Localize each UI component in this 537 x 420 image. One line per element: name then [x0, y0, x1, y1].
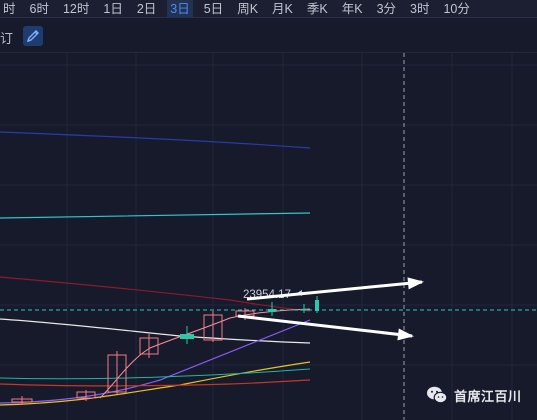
draw-tool-button[interactable]: [23, 26, 43, 46]
timeframe-tab[interactable]: 时: [3, 1, 16, 16]
timeframe-tab[interactable]: 3日: [167, 0, 193, 18]
candle-body: [203, 314, 223, 341]
trend-arrow-head: [407, 277, 424, 290]
timeframe-tab[interactable]: 6时: [29, 1, 49, 16]
timeframe-tab[interactable]: 1日: [103, 1, 123, 16]
chart-grid: [0, 53, 537, 420]
overlay: 23954.17: [0, 53, 537, 420]
candle-body: [139, 337, 159, 355]
candle-body: [11, 398, 33, 403]
trend-arrow: [237, 314, 413, 338]
trend-arrow-head: [397, 328, 414, 341]
timeframe-tab[interactable]: 2日: [136, 1, 157, 16]
timeframe-tab[interactable]: 3时: [410, 1, 430, 16]
ma-line: [0, 368, 311, 380]
candle-body: [268, 309, 276, 312]
ma-line: [0, 361, 311, 406]
chart-subtoolbar: 订: [0, 19, 537, 53]
watermark: 首席江百川: [426, 383, 522, 407]
ma-line: [0, 318, 311, 344]
ma-line: [0, 276, 311, 312]
subbar-label-fragment: 订: [0, 31, 14, 46]
timeframe-tab[interactable]: 5日: [203, 1, 224, 16]
wechat-icon: [427, 386, 448, 404]
trend-arrow: [246, 280, 423, 301]
ma-line: [0, 319, 311, 404]
timeframe-toolbar: 时 6时 12时 1日 2日 3日 5日 周K 月K 季K 年K 3分 3时 10分: [0, 0, 537, 18]
candle-body: [107, 354, 127, 393]
candle-body: [76, 391, 96, 399]
candle-body: [315, 300, 319, 311]
ma-line: [0, 131, 311, 149]
timeframe-tab[interactable]: 月K: [272, 1, 293, 16]
ma-line: [0, 379, 311, 387]
draw-pen-icon: [26, 30, 39, 43]
watermark-text: 首席江百川: [454, 388, 522, 404]
ma-lines: [0, 131, 311, 406]
ma-line: [0, 212, 311, 219]
timeframe-tab[interactable]: 10分: [443, 1, 470, 16]
timeframe-tab[interactable]: 年K: [341, 1, 363, 16]
timeframe-tab[interactable]: 季K: [306, 1, 328, 16]
timeframe-tab[interactable]: 12时: [62, 1, 90, 16]
timeframe-tab[interactable]: 周K: [237, 1, 259, 16]
candle-body: [180, 334, 194, 339]
timeframe-tab[interactable]: 3分: [376, 1, 397, 16]
candles: [11, 296, 319, 405]
